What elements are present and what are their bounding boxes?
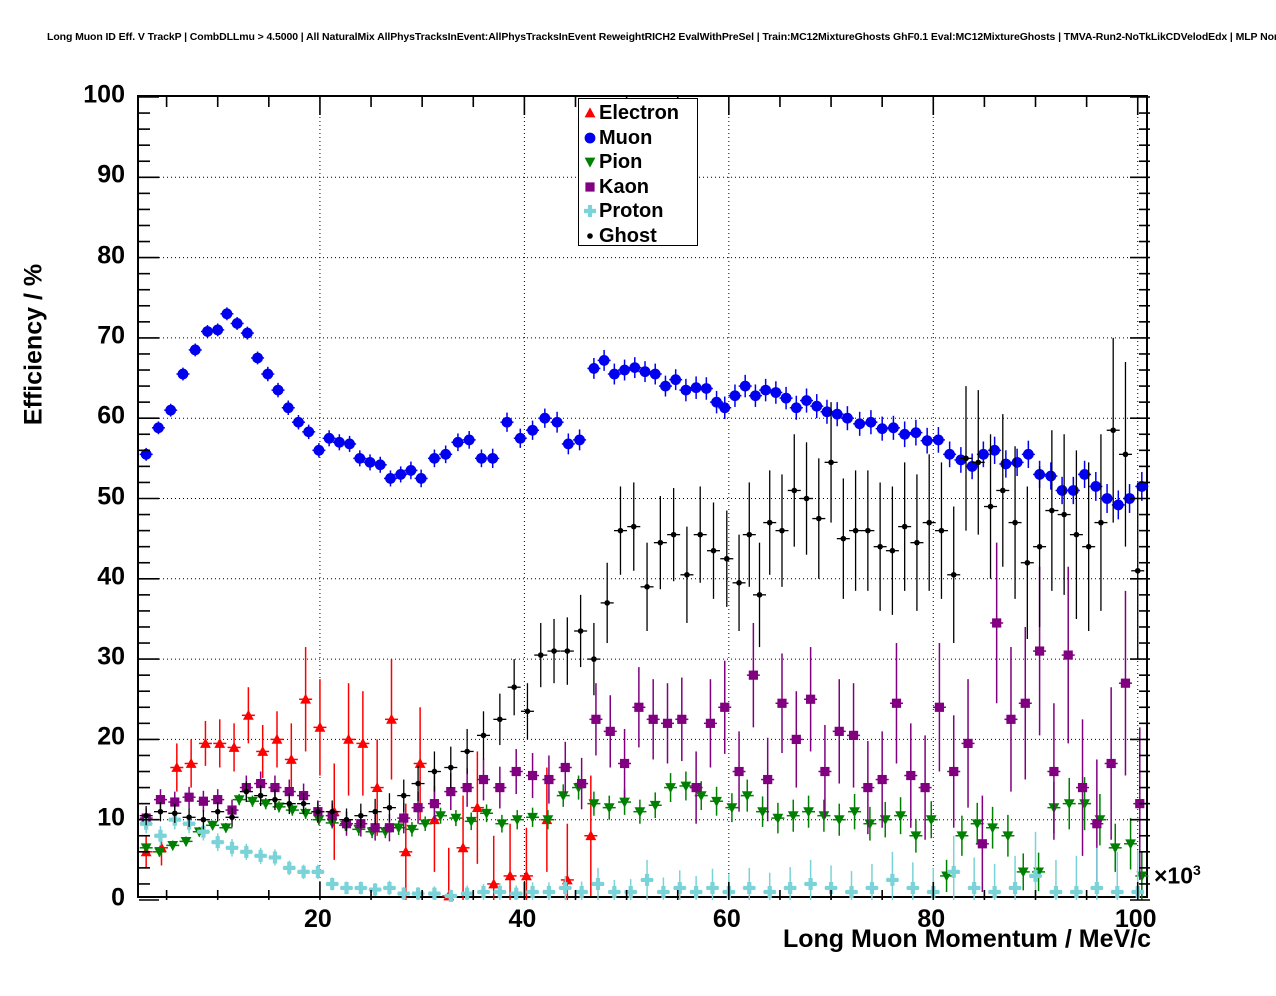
legend-label: Electron [599,102,680,125]
y-tick-label: 90 [97,160,125,189]
exponent-base: ×10 [1154,862,1194,889]
tick-layer [139,96,1150,901]
x-tick-label: 80 [917,905,946,933]
x-tick-label: 40 [508,905,537,933]
x-axis-title: Long Muon Momentum / MeV/c [782,925,1151,953]
legend-label: Muon [599,126,653,149]
legend-label: Kaon [599,175,649,198]
legend-label: Pion [599,151,643,174]
y-tick-label: 30 [97,642,125,671]
exponent-power: 3 [1193,862,1201,878]
y-tick-label: 10 [97,803,125,832]
triangle-up-icon [581,105,599,121]
legend-entry-electron[interactable]: Electron [581,101,697,126]
series-ghost [139,337,1145,831]
legend-label: Proton [599,200,664,223]
series-muon [139,307,1149,520]
y-tick-label: 50 [97,482,125,510]
y-tick-label: 80 [97,241,125,270]
y-tick-label: 60 [97,401,125,430]
plot-frame [137,95,1150,902]
data-layer [139,307,1149,902]
page-title: Long Muon ID Eff. V TrackP | CombDLLmu >… [47,31,1276,43]
y-tick-label: 70 [97,321,125,350]
legend-entry-kaon[interactable]: Kaon [581,175,697,200]
cross-icon [581,203,599,219]
dot-icon [581,228,599,244]
legend-entry-muon[interactable]: Muon [581,126,697,151]
x-tick-label: 100 [1114,905,1157,933]
x-tick-label: 20 [304,905,332,933]
legend-entry-ghost[interactable]: Ghost [581,224,697,249]
y-tick-label: 20 [97,722,125,751]
y-axis-title: Efficiency / % [19,263,48,426]
x-axis-exponent: ×103 [1154,862,1201,890]
y-tick-label: 0 [111,883,125,912]
legend-entry-pion[interactable]: Pion [581,150,697,175]
legend-entry-proton[interactable]: Proton [581,199,697,224]
legend-box[interactable]: Electron Muon Pion Kaon Proton Ghost [578,98,698,246]
circle-icon [581,130,599,146]
square-icon [581,179,599,195]
legend-label: Ghost [599,224,657,247]
triangle-down-icon [581,154,599,170]
y-tick-label: 100 [83,80,125,109]
series-electron [139,647,598,901]
y-tick-label: 40 [97,562,125,591]
grid-layer [139,97,1150,900]
x-tick-label: 60 [712,905,741,933]
